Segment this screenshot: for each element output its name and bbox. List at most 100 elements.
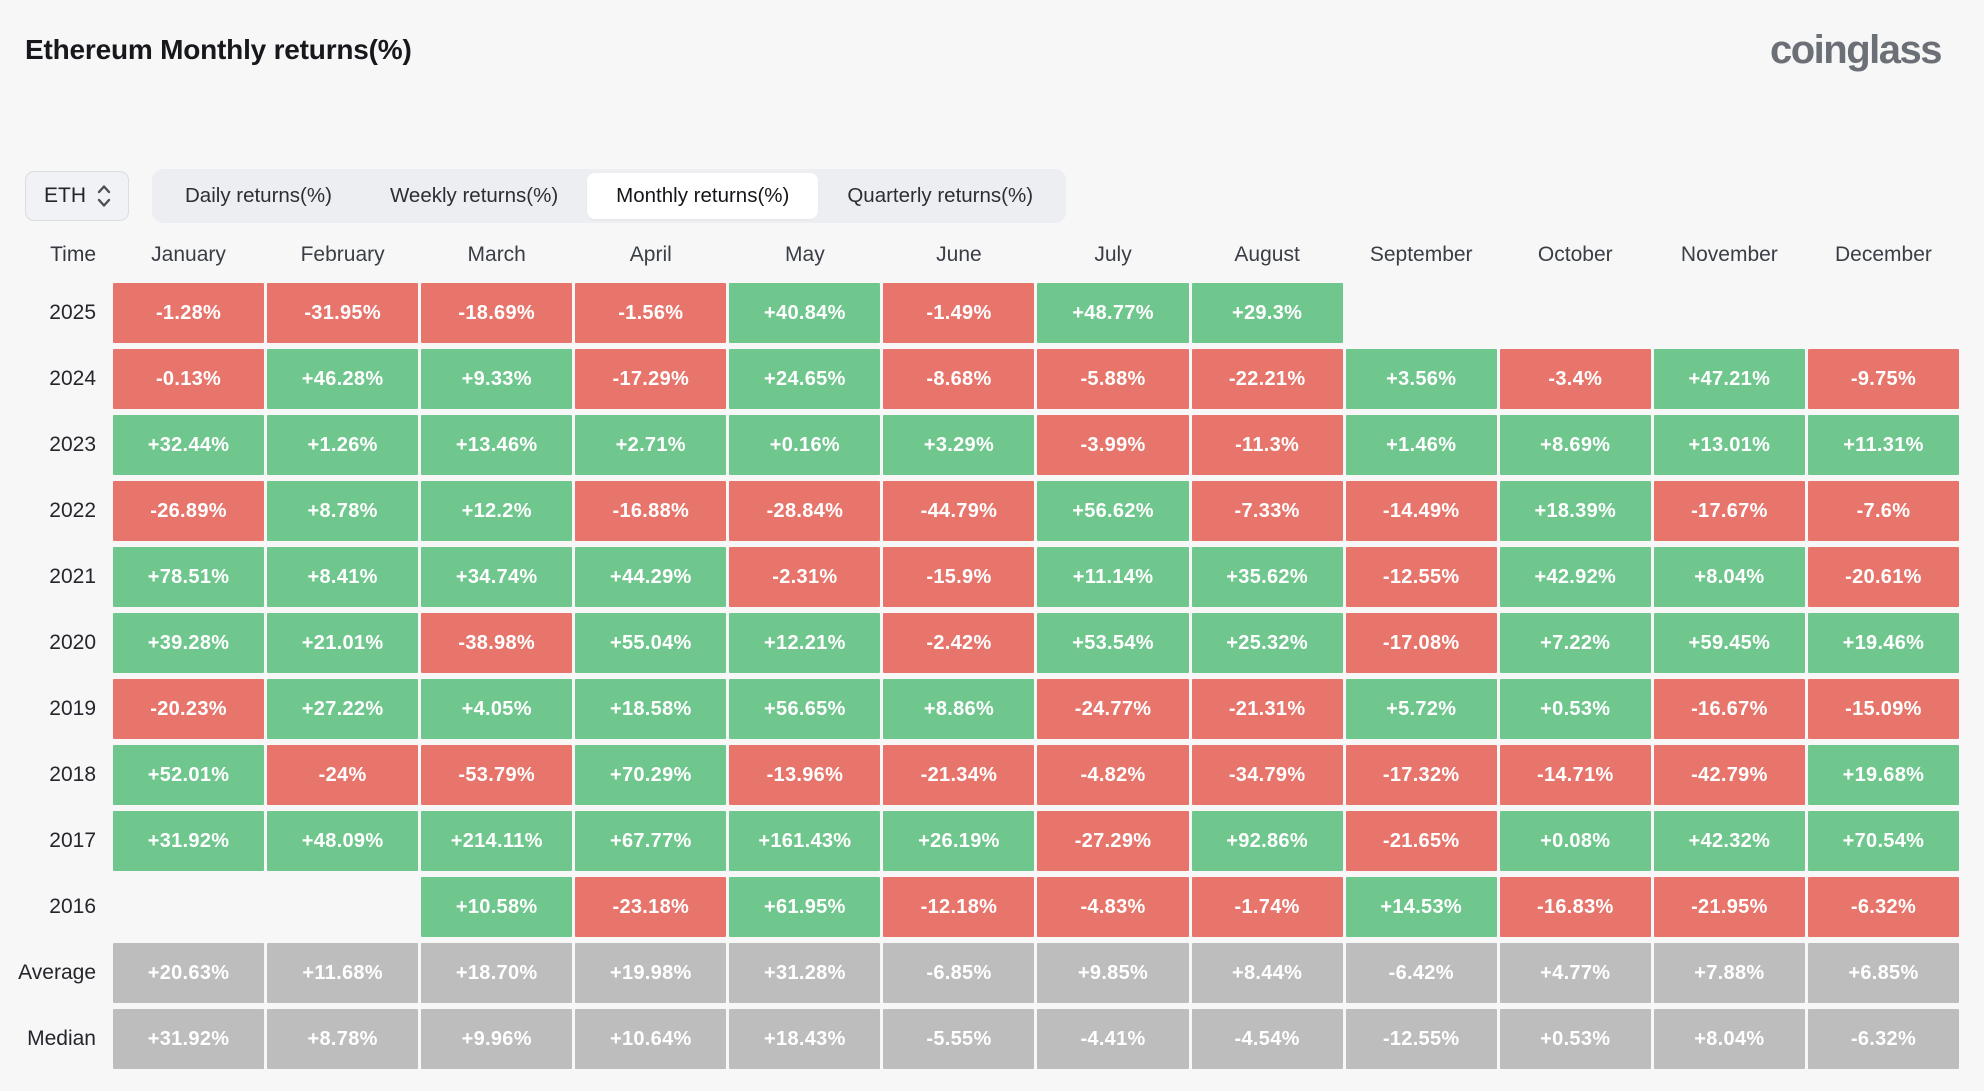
return-cell: +4.05% xyxy=(421,679,573,739)
return-cell: +2.71% xyxy=(575,415,727,475)
return-cell: +9.33% xyxy=(421,349,573,409)
return-cell: -2.42% xyxy=(883,613,1035,673)
return-cell: -1.74% xyxy=(1191,877,1343,937)
return-cell: +78.51% xyxy=(113,547,265,607)
tab-monthly-returns[interactable]: Monthly returns(%) xyxy=(587,173,819,219)
return-cell: +39.28% xyxy=(113,613,265,673)
return-cell: +52.01% xyxy=(113,745,265,805)
month-column-header: November xyxy=(1680,243,1778,266)
return-cell: +42.32% xyxy=(1653,811,1805,871)
return-cell: +12.21% xyxy=(729,613,881,673)
return-cell: +34.74% xyxy=(421,547,573,607)
symbol-select[interactable]: ETH xyxy=(25,171,129,221)
month-column-header: July xyxy=(1094,243,1132,266)
return-cell: -38.98% xyxy=(421,613,573,673)
return-cell: +5.72% xyxy=(1345,679,1497,739)
return-cell: -31.95% xyxy=(267,283,419,343)
tab-weekly-returns[interactable]: Weekly returns(%) xyxy=(389,184,559,207)
month-column-header: March xyxy=(467,243,526,266)
return-cell: -21.34% xyxy=(883,745,1035,805)
return-cell: -6.32% xyxy=(1807,1009,1959,1069)
return-cell: -24.77% xyxy=(1037,679,1189,739)
return-cell: -12.18% xyxy=(883,877,1035,937)
return-cell: -17.32% xyxy=(1345,745,1497,805)
row-label: Median xyxy=(27,1027,96,1050)
return-cell: +26.19% xyxy=(883,811,1035,871)
row-label: 2024 xyxy=(49,367,96,390)
return-cell: -34.79% xyxy=(1191,745,1343,805)
return-cell: +11.31% xyxy=(1807,415,1959,475)
month-column-header: April xyxy=(629,243,672,266)
return-cell: +25.32% xyxy=(1191,613,1343,673)
return-cell: -5.55% xyxy=(883,1009,1035,1069)
return-cell: +9.85% xyxy=(1037,943,1189,1003)
return-cell: -6.42% xyxy=(1345,943,1497,1003)
top-bar: Ethereum Monthly returns(%) coinglass xyxy=(25,28,1959,73)
return-cell: +67.77% xyxy=(575,811,727,871)
return-cell: +10.58% xyxy=(421,877,573,937)
symbol-select-value: ETH xyxy=(44,184,86,207)
tab-quarterly-returns[interactable]: Quarterly returns(%) xyxy=(847,184,1034,207)
return-cell: -4.54% xyxy=(1191,1009,1343,1069)
return-cell: +8.86% xyxy=(883,679,1035,739)
return-cell: +0.16% xyxy=(729,415,881,475)
return-cell: -26.89% xyxy=(113,481,265,541)
return-cell: -6.85% xyxy=(883,943,1035,1003)
return-cell: -13.96% xyxy=(729,745,881,805)
return-cell: +6.85% xyxy=(1807,943,1959,1003)
return-cell: -24% xyxy=(267,745,419,805)
return-cell: +18.58% xyxy=(575,679,727,739)
return-cell: -5.88% xyxy=(1037,349,1189,409)
chevron-up-down-icon xyxy=(96,183,112,209)
row-label: 2022 xyxy=(49,499,96,522)
return-cell: -15.9% xyxy=(883,547,1035,607)
row-label: 2021 xyxy=(49,565,96,588)
row-label: 2016 xyxy=(49,895,96,918)
return-cell: +8.04% xyxy=(1653,1009,1805,1069)
return-cell: -21.65% xyxy=(1345,811,1497,871)
return-cell: +0.53% xyxy=(1499,1009,1651,1069)
return-cell: +55.04% xyxy=(575,613,727,673)
month-column-header: May xyxy=(785,243,825,266)
return-cell: -28.84% xyxy=(729,481,881,541)
return-cell: +47.21% xyxy=(1653,349,1805,409)
return-cell: -16.83% xyxy=(1499,877,1651,937)
month-column-header: September xyxy=(1369,243,1473,266)
return-cell: -17.08% xyxy=(1345,613,1497,673)
return-cell: +27.22% xyxy=(267,679,419,739)
return-cell: -14.49% xyxy=(1345,481,1497,541)
return-cell: +8.04% xyxy=(1653,547,1805,607)
return-cell: +35.62% xyxy=(1191,547,1343,607)
empty-cell xyxy=(113,877,264,937)
return-cell: +92.86% xyxy=(1191,811,1343,871)
return-cell: +19.68% xyxy=(1807,745,1959,805)
return-cell: -1.28% xyxy=(113,283,265,343)
return-cell: +24.65% xyxy=(729,349,881,409)
time-column-header: Time xyxy=(50,243,96,266)
page-title: Ethereum Monthly returns(%) xyxy=(25,34,412,65)
return-cell: -7.6% xyxy=(1807,481,1959,541)
return-cell: -1.49% xyxy=(883,283,1035,343)
month-column-header: June xyxy=(936,243,982,266)
month-column-header: January xyxy=(151,243,226,266)
return-cell: -3.99% xyxy=(1037,415,1189,475)
empty-cell xyxy=(1346,283,1497,343)
return-cell: +3.29% xyxy=(883,415,1035,475)
tab-daily-returns[interactable]: Daily returns(%) xyxy=(185,184,332,207)
return-cell: -16.67% xyxy=(1653,679,1805,739)
return-cell: +48.09% xyxy=(267,811,419,871)
return-cell: +12.2% xyxy=(421,481,573,541)
return-cell: +31.28% xyxy=(729,943,881,1003)
return-cell: +4.77% xyxy=(1499,943,1651,1003)
row-label: 2023 xyxy=(49,433,96,456)
return-cell: +0.08% xyxy=(1499,811,1651,871)
return-cell: -21.31% xyxy=(1191,679,1343,739)
return-cell: +161.43% xyxy=(729,811,881,871)
return-cell: +61.95% xyxy=(729,877,881,937)
return-cell: -4.82% xyxy=(1037,745,1189,805)
return-cell: +48.77% xyxy=(1037,283,1189,343)
return-cell: +7.22% xyxy=(1499,613,1651,673)
return-cell: +40.84% xyxy=(729,283,881,343)
return-cell: -42.79% xyxy=(1653,745,1805,805)
empty-cell xyxy=(1808,283,1959,343)
